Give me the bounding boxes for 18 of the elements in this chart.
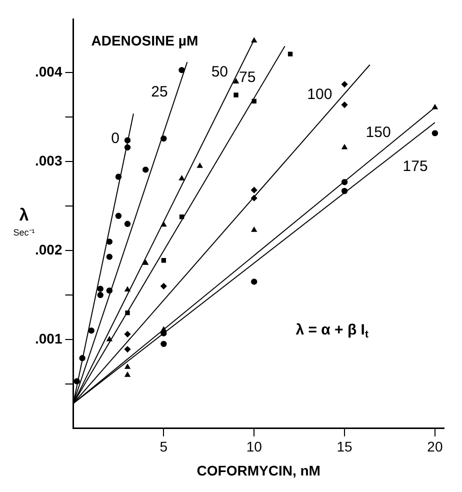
series-label: 25 xyxy=(151,83,168,100)
x-tick-label: 10 xyxy=(246,438,262,455)
legend-title: ADENOSINE µM xyxy=(91,32,198,48)
x-tick-label: 5 xyxy=(160,438,168,455)
y-tick-label: .003 xyxy=(35,152,62,169)
series-label: 150 xyxy=(366,124,391,142)
series-label: 100 xyxy=(307,86,332,103)
y-axis-title: λ Sec⁻¹ xyxy=(13,206,35,238)
x-tick-label: 15 xyxy=(336,438,353,455)
y-tick-label: .004 xyxy=(35,64,62,80)
series-label: 50 xyxy=(211,63,228,80)
y-tick-label: .002 xyxy=(35,241,62,258)
x-axis-title: COFORMYCIN, nM xyxy=(196,462,320,478)
y-tick-label: .001 xyxy=(35,330,62,346)
series-label: 75 xyxy=(239,68,256,86)
series-label: 175 xyxy=(402,158,428,175)
series-label: 0 xyxy=(111,130,120,147)
x-tick-label: 20 xyxy=(427,438,443,455)
